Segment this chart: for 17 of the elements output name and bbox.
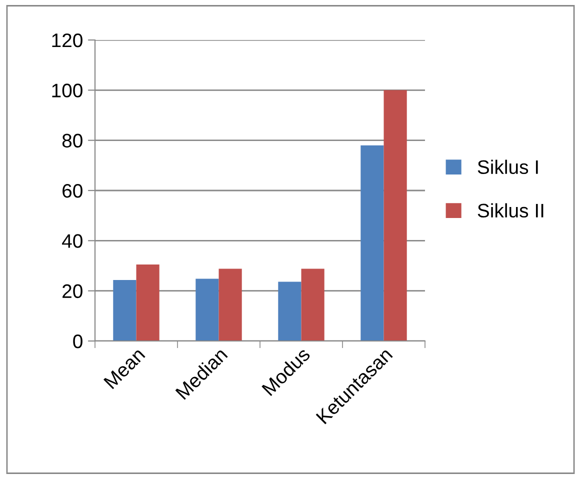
bar [384,90,407,341]
bar [196,278,219,341]
bar [113,280,136,341]
bar [360,145,384,341]
legend-label: Siklus II [478,203,544,218]
y-tick-label: 60 [62,184,82,198]
y-tick-label: 80 [62,134,82,148]
y-tick-label: 40 [62,234,82,248]
bar [218,268,242,341]
y-tick-label: 120 [52,33,82,48]
y-tick-label: 20 [62,284,82,298]
legend-label: Siklus I [478,160,538,174]
bar [136,264,160,341]
bar [301,268,324,341]
y-tick-label: 0 [73,334,82,348]
bar [278,282,302,341]
y-tick-label: 100 [52,84,82,98]
